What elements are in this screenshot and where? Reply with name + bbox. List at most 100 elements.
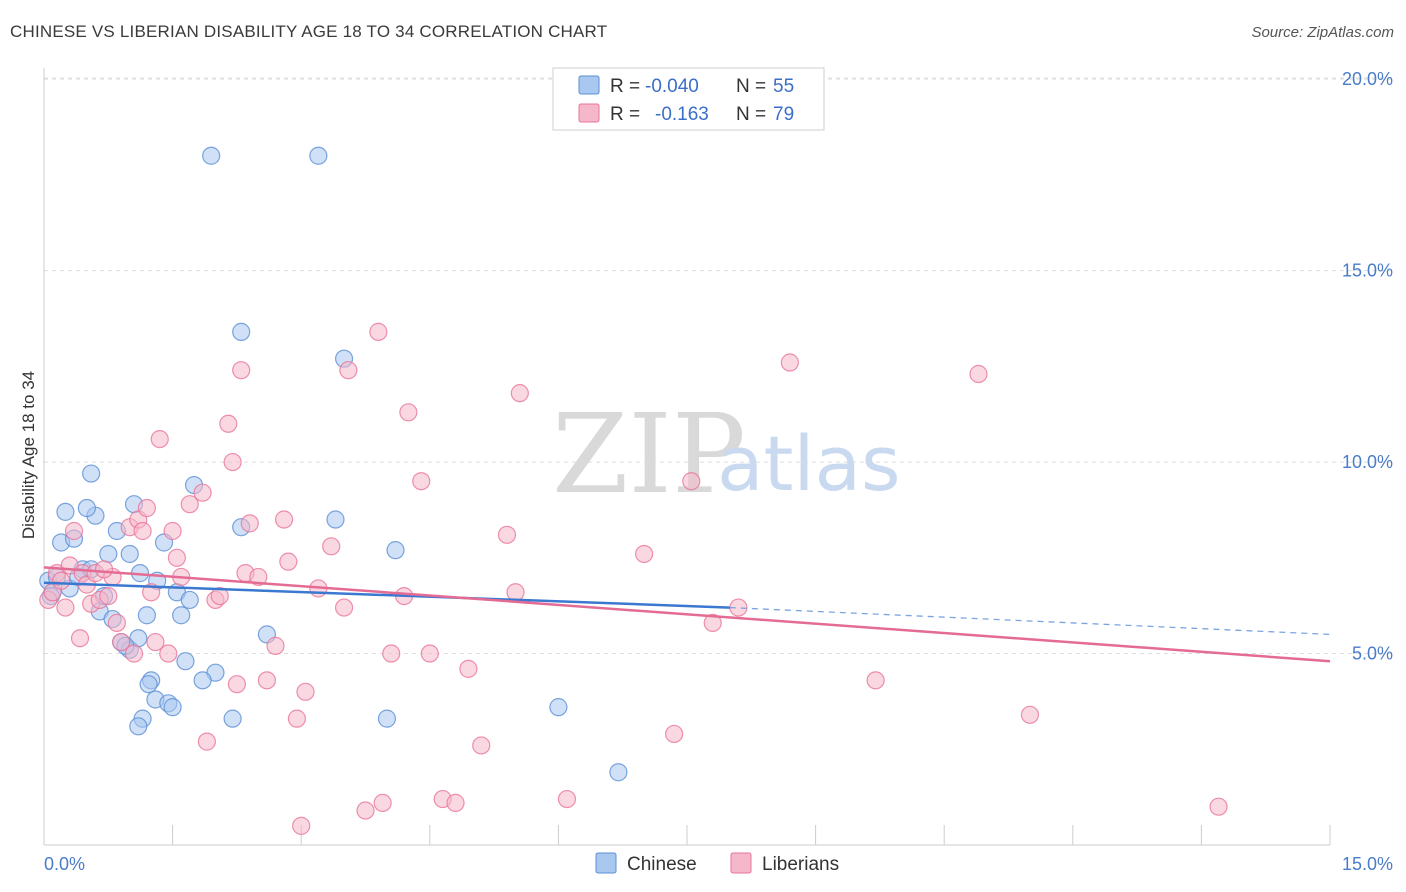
point-liberian-33 xyxy=(240,514,259,533)
legend-bottom-label-chinese: Chinese xyxy=(627,854,697,875)
point-liberian-60 xyxy=(635,544,654,564)
legend-bottom-swatch-chinese xyxy=(595,852,617,874)
point-liberian-21 xyxy=(159,644,178,663)
point-liberian-38 xyxy=(287,709,307,728)
point-liberian-46 xyxy=(373,793,392,812)
watermark: ZIP atlas xyxy=(552,390,901,518)
point-liberian-65 xyxy=(780,353,799,372)
legend-n-value-liberian: 79 xyxy=(773,104,794,125)
legend-r-value-liberian: -0.163 xyxy=(655,104,709,125)
point-chinese-38 xyxy=(609,763,628,782)
point-liberian-11 xyxy=(99,586,118,606)
point-liberian-19 xyxy=(146,632,165,652)
chart-title: CHINESE VS LIBERIAN DISABILITY AGE 18 TO… xyxy=(10,22,608,41)
point-liberian-72 xyxy=(94,560,114,579)
y-tick-label-10: 10.0% xyxy=(1342,452,1393,472)
point-liberian-26 xyxy=(197,732,216,751)
point-chinese-43 xyxy=(77,498,96,518)
point-liberian-78 xyxy=(296,682,315,701)
point-chinese-36 xyxy=(386,541,405,560)
point-liberian-14 xyxy=(112,632,131,652)
point-liberian-47 xyxy=(382,644,401,663)
point-chinese-37 xyxy=(549,698,568,717)
legend-bottom-swatch-liberian xyxy=(730,852,752,874)
point-liberian-28 xyxy=(219,414,238,433)
point-chinese-23 xyxy=(176,652,195,671)
point-liberian-77 xyxy=(266,636,285,655)
point-liberian-57 xyxy=(506,583,525,602)
point-chinese-30 xyxy=(232,322,251,341)
point-liberian-31 xyxy=(232,361,251,380)
point-chinese-26 xyxy=(202,146,221,165)
point-chinese-35 xyxy=(377,709,397,728)
point-liberian-3 xyxy=(52,571,71,590)
source-label: Source: ZipAtlas.com xyxy=(1251,24,1394,41)
point-chinese-17 xyxy=(137,606,156,625)
watermark-zip: ZIP xyxy=(552,390,746,518)
point-liberian-22 xyxy=(163,521,182,541)
point-liberian-71 xyxy=(70,629,90,648)
point-liberian-45 xyxy=(369,322,388,341)
legend-n-label-liberian: N = xyxy=(736,104,766,125)
point-liberian-30 xyxy=(227,675,246,694)
point-liberian-74 xyxy=(142,583,161,602)
point-liberian-5 xyxy=(64,521,84,541)
point-liberian-13 xyxy=(107,613,126,633)
point-chinese-41 xyxy=(56,502,75,521)
point-liberian-29 xyxy=(223,452,242,472)
point-chinese-52 xyxy=(193,671,212,690)
point-chinese-48 xyxy=(139,675,158,694)
legend-bottom: Chinese Liberians xyxy=(595,852,839,875)
legend-r-label-liberian: R = xyxy=(610,104,640,125)
point-chinese-6 xyxy=(82,464,101,483)
y-tick-label-20: 20.0% xyxy=(1342,69,1393,89)
point-liberian-36 xyxy=(274,510,294,529)
legend-top: R = -0.040 N = 55 R = -0.163 N = 79 xyxy=(552,67,825,131)
trend-line-liberian xyxy=(43,566,1331,663)
x-tick-label-max: 15.0% xyxy=(1342,854,1393,874)
point-liberian-43 xyxy=(339,361,358,380)
point-chinese-28 xyxy=(223,709,242,728)
x-tick-label-min: 0.0% xyxy=(44,854,85,874)
point-liberian-53 xyxy=(446,793,465,812)
legend-bottom-label-liberian: Liberians xyxy=(762,854,839,875)
point-liberian-69 xyxy=(1209,797,1228,816)
point-chinese-32 xyxy=(309,146,328,165)
point-chinese-53 xyxy=(129,717,148,736)
point-liberian-20 xyxy=(150,429,169,449)
series-liberian-points xyxy=(39,322,1228,835)
trend-line-chinese-extension xyxy=(729,606,1331,636)
point-liberian-76 xyxy=(210,586,229,606)
point-liberian-58 xyxy=(510,384,529,403)
legend-swatch-chinese xyxy=(578,75,600,95)
legend-swatch-liberian xyxy=(578,103,600,123)
y-tick-label-15: 15.0% xyxy=(1342,261,1393,281)
point-liberian-68 xyxy=(1020,705,1040,724)
point-liberian-24 xyxy=(180,495,199,514)
watermark-atlas: atlas xyxy=(717,419,901,508)
point-chinese-12 xyxy=(120,544,139,564)
point-liberian-37 xyxy=(279,552,298,571)
legend-r-value-chinese: -0.040 xyxy=(645,76,699,97)
point-chinese-50 xyxy=(163,698,182,717)
point-liberian-44 xyxy=(356,801,375,820)
trend-line-chinese xyxy=(43,581,730,609)
point-liberian-67 xyxy=(969,364,988,384)
point-liberian-35 xyxy=(257,671,277,690)
point-liberian-17 xyxy=(133,521,152,541)
point-liberian-34 xyxy=(249,567,268,587)
point-liberian-42 xyxy=(334,598,354,617)
point-liberian-73 xyxy=(124,644,144,663)
y-tick-label-5: 5.0% xyxy=(1352,644,1393,664)
legend-r-label-chinese: R = xyxy=(610,76,640,97)
point-liberian-25 xyxy=(193,483,212,502)
y-tick-labels: 5.0% 10.0% 15.0% 20.0% xyxy=(1342,69,1393,663)
point-liberian-62 xyxy=(682,472,701,491)
legend-n-value-chinese: 55 xyxy=(773,76,794,97)
point-chinese-9 xyxy=(99,544,118,564)
point-liberian-18 xyxy=(137,498,156,518)
point-liberian-66 xyxy=(866,671,885,690)
point-chinese-24 xyxy=(180,590,199,610)
point-liberian-56 xyxy=(497,525,517,544)
